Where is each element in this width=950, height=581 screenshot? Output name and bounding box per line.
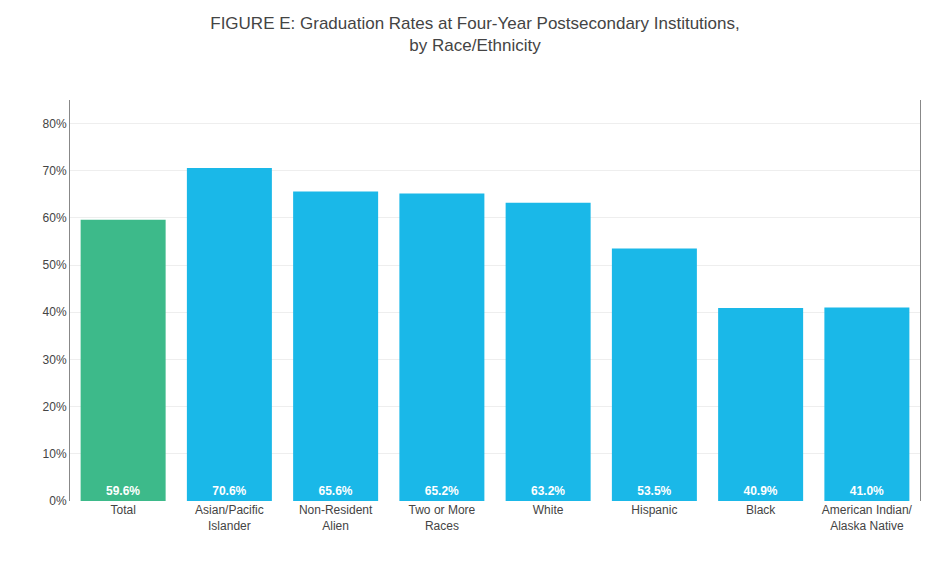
svg-text:Asian/PacificIslander: Asian/PacificIslander (195, 503, 264, 533)
svg-text:65.6%: 65.6% (318, 484, 352, 498)
svg-text:0%: 0% (49, 494, 67, 508)
svg-text:60%: 60% (43, 211, 67, 225)
svg-text:30%: 30% (43, 353, 67, 367)
svg-text:FIGURE E: Graduation Rates at: FIGURE E: Graduation Rates at Four-Year … (210, 14, 739, 55)
svg-text:50%: 50% (43, 258, 67, 272)
svg-text:Hispanic: Hispanic (631, 503, 677, 517)
svg-text:Two or MoreRaces: Two or MoreRaces (409, 503, 476, 533)
svg-text:20%: 20% (43, 400, 67, 414)
svg-text:Black: Black (746, 503, 776, 517)
svg-text:White: White (533, 503, 564, 517)
svg-text:40%: 40% (43, 305, 67, 319)
svg-text:41.0%: 41.0% (850, 484, 884, 498)
svg-text:10%: 10% (43, 447, 67, 461)
svg-text:American Indian/Alaska Native: American Indian/Alaska Native (822, 503, 913, 533)
svg-text:Total: Total (110, 503, 135, 517)
svg-text:53.5%: 53.5% (637, 484, 671, 498)
svg-text:Non-ResidentAlien: Non-ResidentAlien (299, 503, 373, 533)
svg-text:70%: 70% (43, 164, 67, 178)
svg-text:65.2%: 65.2% (425, 484, 459, 498)
svg-text:63.2%: 63.2% (531, 484, 565, 498)
svg-text:70.6%: 70.6% (212, 484, 246, 498)
svg-text:59.6%: 59.6% (106, 484, 140, 498)
svg-text:40.9%: 40.9% (743, 484, 777, 498)
svg-text:80%: 80% (43, 117, 67, 131)
